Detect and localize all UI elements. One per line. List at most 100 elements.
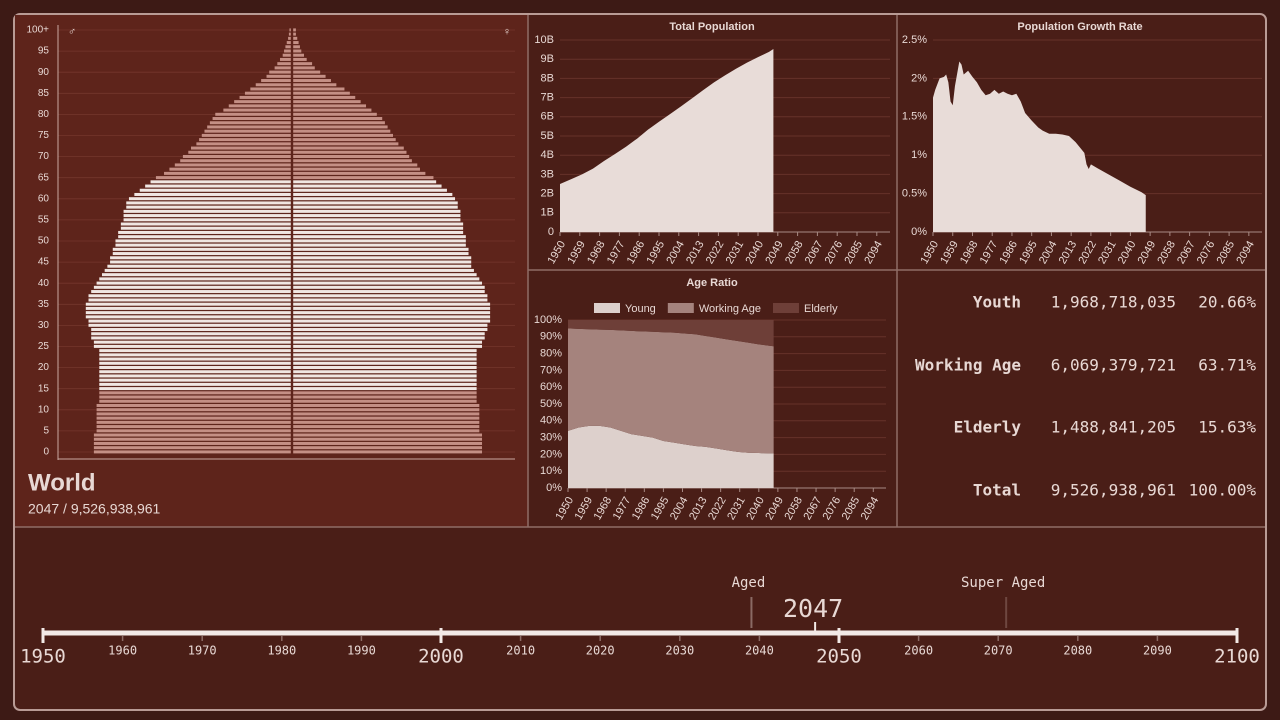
pyramid-bar [123, 209, 291, 213]
female-symbol: ♀ [503, 26, 511, 38]
pyramid-bar [293, 437, 483, 441]
y-tick-label: 85 [38, 88, 50, 99]
pyramid-bar [293, 344, 483, 348]
pyramid-bar [282, 53, 291, 57]
pyramid-bar [110, 256, 291, 260]
pyramid-bar [293, 425, 480, 429]
pyramid-bar [99, 374, 291, 378]
y-tick-label: 0.5% [902, 188, 927, 200]
pyramid-bar [120, 226, 291, 230]
pyramid-bar [293, 433, 483, 437]
legend-swatch [667, 303, 694, 313]
pyramid-bar [239, 95, 291, 99]
timeline-label: 2040 [745, 644, 774, 658]
pyramid-bar [293, 408, 480, 412]
pyramid-bar [293, 125, 388, 129]
chart-title: Total Population [669, 21, 755, 33]
timeline-label: 2090 [1143, 644, 1172, 658]
pyramid-bar [293, 163, 418, 167]
y-tick-label: 40 [38, 278, 50, 289]
pyramid-bar [182, 155, 291, 158]
chart-title: Population Growth Rate [1017, 21, 1142, 33]
y-tick-label: 10 [38, 404, 50, 415]
pyramid-bar [99, 366, 291, 369]
pyramid-bar [99, 391, 291, 395]
pyramid-bar [88, 323, 291, 327]
pyramid-bar [174, 163, 291, 167]
pyramid-bar [269, 70, 291, 74]
pyramid-bar [155, 176, 291, 180]
pyramid-bar [293, 281, 483, 285]
pyramid-bar [293, 121, 385, 125]
pyramid-bar [293, 370, 477, 374]
y-tick-label: 5B [541, 130, 554, 142]
y-tick-label: 65 [38, 172, 50, 183]
pyramid-bar [293, 235, 466, 239]
pyramid-bar [293, 201, 458, 205]
pyramid-bar [293, 209, 461, 213]
pyramid-bar [293, 260, 472, 264]
pyramid-bar [293, 49, 302, 53]
pyramid-bar [215, 112, 291, 116]
y-tick-label: 1% [911, 149, 927, 161]
pyramid-bar [293, 53, 304, 57]
pyramid-bar [99, 357, 291, 361]
pyramid-bar [293, 66, 315, 70]
pyramid-bar [293, 441, 483, 445]
pyramid-bar [293, 268, 474, 272]
y-tick-label: 30 [38, 320, 50, 331]
pyramid-bar [293, 155, 410, 158]
pyramid-bar [293, 391, 477, 395]
pyramid-bar [285, 45, 291, 49]
pyramid-bar [96, 412, 291, 416]
y-tick-label: 0% [546, 482, 562, 494]
pyramid-bar [101, 273, 291, 277]
pyramid-bar [293, 403, 480, 407]
y-tick-label: 50% [540, 398, 562, 410]
pyramid-bar [93, 344, 291, 348]
pyramid-bar [293, 70, 321, 74]
stacked-area [568, 320, 774, 347]
pyramid-bar [164, 171, 291, 175]
y-tick-label: 90 [38, 67, 50, 78]
pyramid-bar [96, 429, 291, 433]
pyramid-bar [107, 264, 291, 268]
pyramid-bar [85, 306, 291, 310]
pyramid-bar [255, 83, 291, 87]
y-tick-label: 80 [38, 109, 50, 120]
y-tick-label: 2B [541, 188, 554, 200]
pyramid-bar [293, 112, 377, 116]
pyramid-bar [91, 290, 291, 294]
pyramid-bar [293, 399, 477, 403]
pyramid-bar [293, 108, 372, 112]
pyramid-bar [293, 138, 396, 142]
y-tick-label: 1.5% [902, 111, 927, 123]
pyramid-bar [293, 95, 356, 99]
stat-count: 1,968,718,035 [1051, 293, 1176, 312]
pyramid-bar [169, 167, 291, 171]
pyramid-bar [293, 420, 480, 424]
stat-share: 20.66% [1198, 293, 1256, 312]
pyramid-bar [85, 302, 291, 306]
pyramid-bar [93, 450, 291, 454]
pyramid-bar [96, 425, 291, 429]
pyramid-bar [96, 416, 291, 420]
timeline-label: 1990 [347, 644, 376, 658]
pyramid-bar [293, 387, 477, 391]
pyramid-bar [99, 361, 291, 365]
pyramid-bar [288, 32, 291, 36]
y-tick-label: 6B [541, 111, 554, 123]
y-tick-label: 7B [541, 92, 554, 104]
pyramid-bar [128, 197, 291, 201]
pyramid-bar [288, 36, 291, 40]
pyramid-bar [293, 222, 464, 226]
marker-label: Aged [732, 575, 766, 591]
pyramid-bar [126, 201, 291, 205]
y-tick-label: 40% [540, 415, 562, 427]
y-tick-label: 3B [541, 168, 554, 180]
pyramid-bar [293, 382, 477, 386]
pyramid-bar [293, 176, 434, 180]
pyramid-bar [293, 306, 491, 310]
pyramid-bar [93, 285, 291, 289]
